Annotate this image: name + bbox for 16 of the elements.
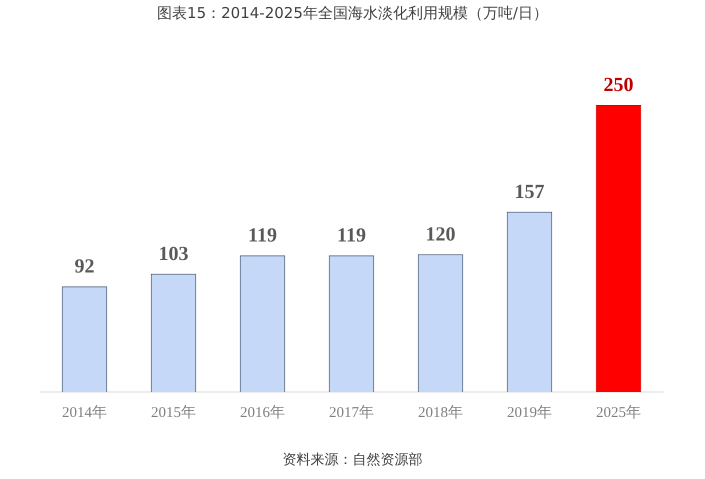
x-tick-label: 2019年 (507, 404, 552, 421)
x-tick-label: 2017年 (329, 404, 374, 421)
data-label: 250 (604, 74, 634, 96)
text: 资料来源：自然资源部 (282, 451, 424, 469)
data-label: 92 (74, 256, 94, 278)
chart-title: 图表15：2014-2025年全国海水淡化利用规模（万吨/日） (156, 4, 549, 23)
x-tick-label: 2025年 (596, 404, 641, 421)
data-label: 119 (337, 224, 366, 247)
x-tick-label: 2015年 (151, 404, 196, 421)
data-label: 103 (158, 242, 188, 265)
data-label: 120 (426, 223, 456, 246)
x-tick-label: 2016年 (240, 404, 285, 421)
data-label: 157 (514, 180, 544, 203)
data-label: 119 (248, 224, 277, 247)
x-tick-label: 2018年 (418, 404, 463, 421)
x-tick-label: 2014年 (62, 404, 107, 421)
